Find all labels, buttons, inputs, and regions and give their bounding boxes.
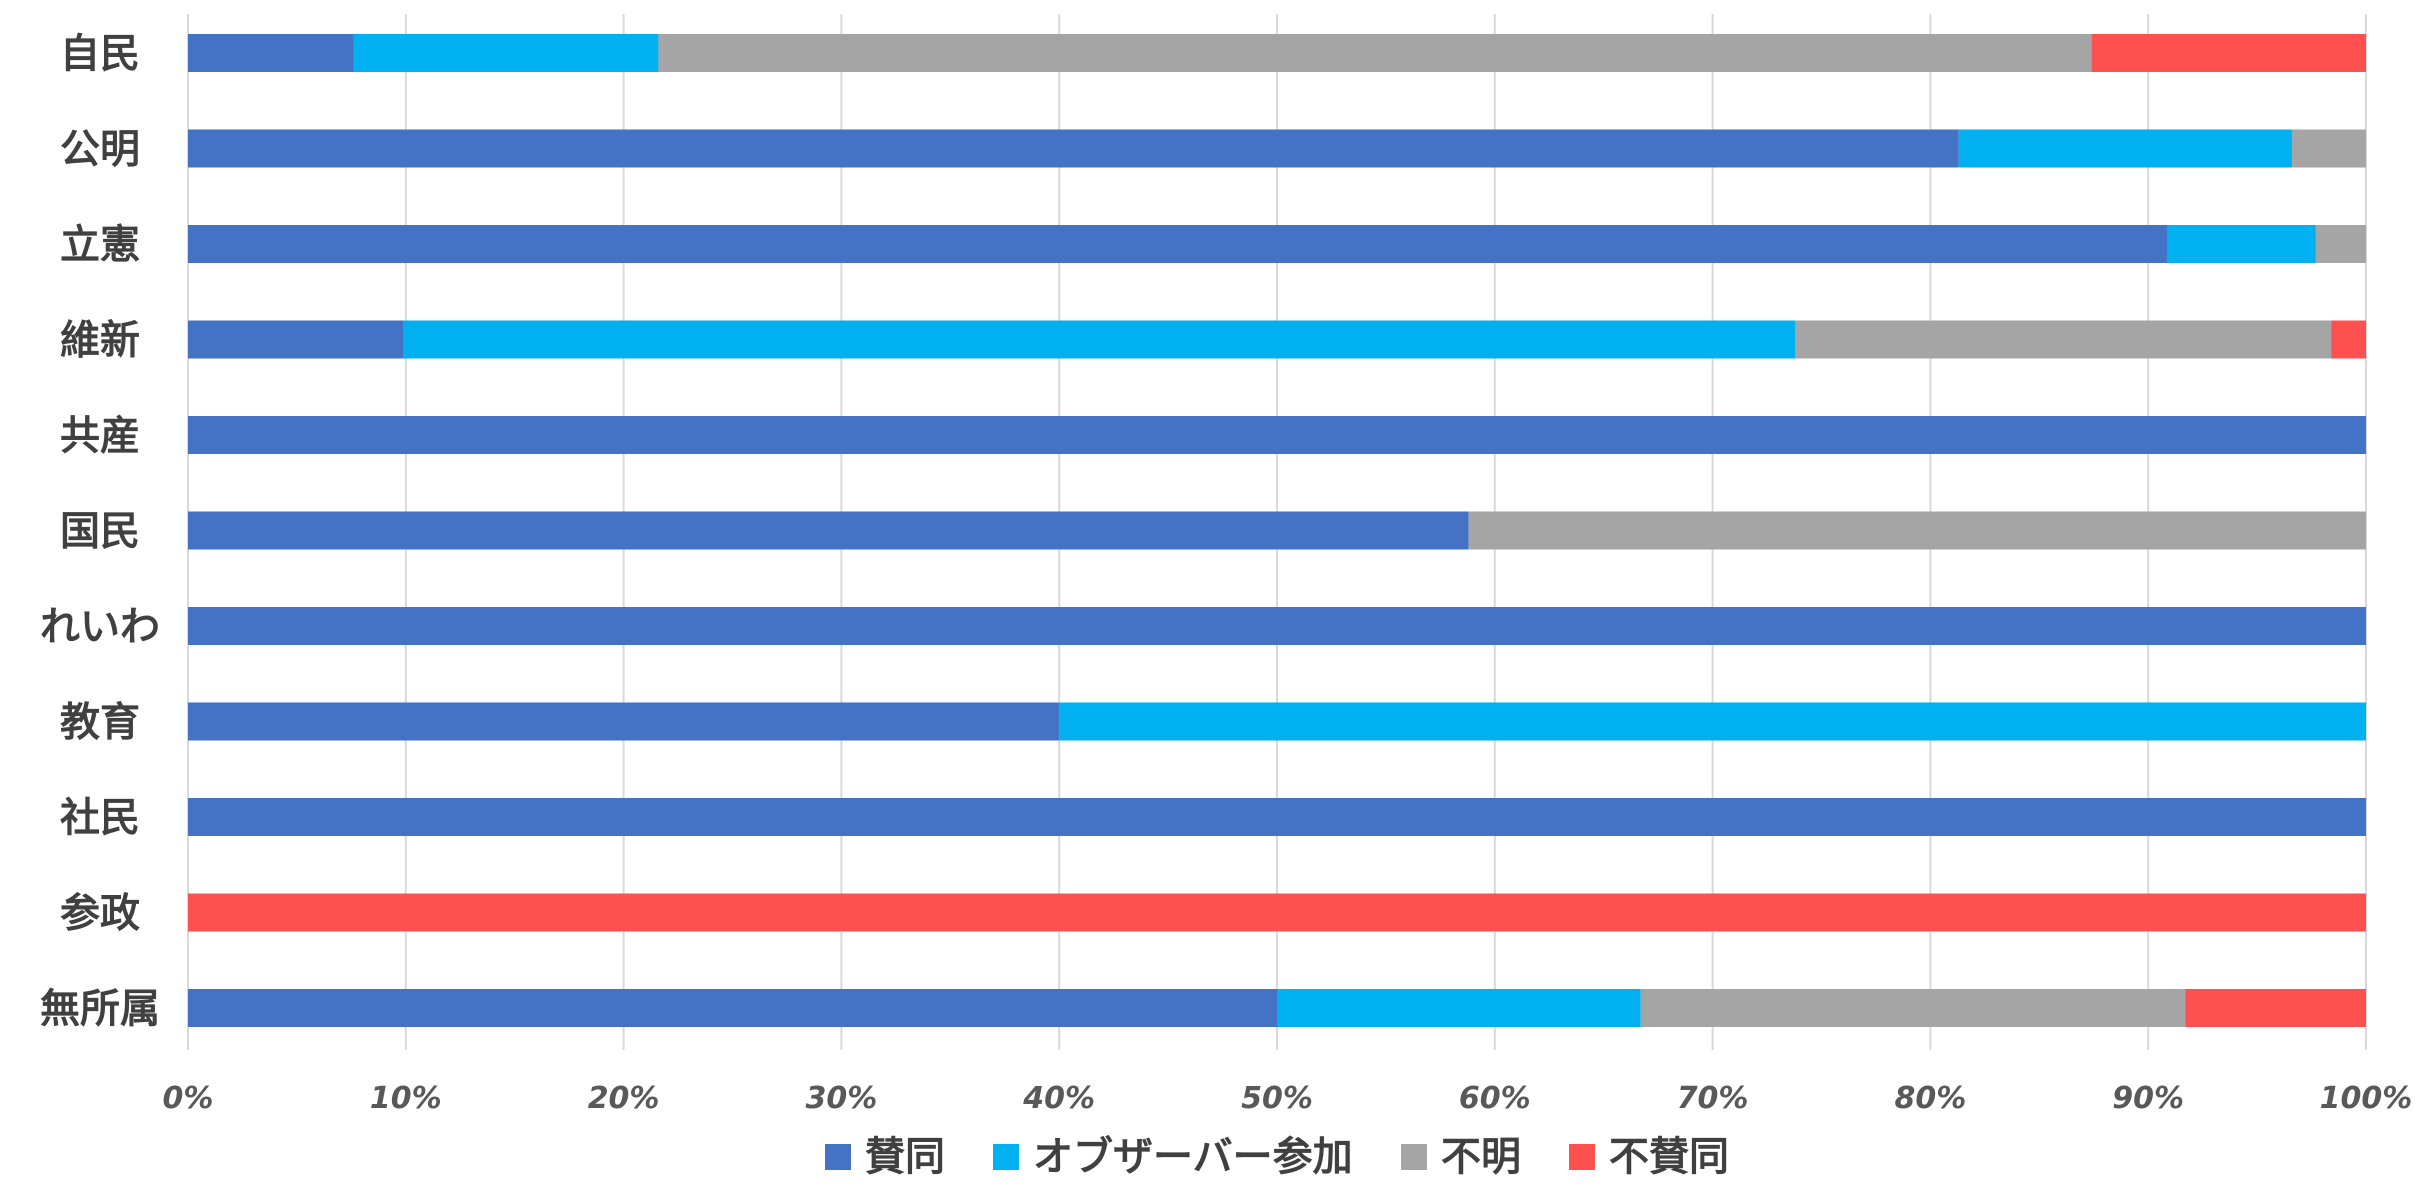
bar-segment: [188, 702, 1060, 741]
bar-segment: [188, 34, 354, 72]
tick-label: 0%: [163, 1081, 214, 1116]
bar-segment: [658, 34, 2092, 72]
legend-swatch: [1401, 1144, 1427, 1170]
bar-segment: [353, 34, 659, 72]
tick-label: 90%: [2112, 1081, 2184, 1116]
tick-label: 30%: [805, 1081, 877, 1116]
bar-segment: [2167, 225, 2316, 263]
bar-segment: [188, 225, 2168, 263]
bar-segment: [188, 320, 404, 359]
legend: 賛同 オブザーバー参加 不明 不賛同: [825, 1134, 1729, 1180]
legend-label: オブザーバー参加: [1033, 1134, 1353, 1180]
bar-segment: [2315, 225, 2366, 263]
tick-label: 60%: [1459, 1081, 1531, 1116]
tick-label: 50%: [1241, 1081, 1313, 1116]
tick-label: 70%: [1677, 1081, 1749, 1116]
category-label: 共産: [60, 413, 140, 459]
tick-label: 10%: [370, 1081, 442, 1116]
category-label: 立憲: [60, 222, 140, 268]
bar-segment: [188, 607, 2366, 645]
bar-layer: [188, 34, 2366, 1027]
bar-segment: [1795, 320, 2332, 359]
bar-segment: [188, 416, 2366, 454]
bar-segment: [2185, 989, 2366, 1027]
bar-segment: [188, 129, 1959, 168]
bar-segment: [2331, 320, 2366, 359]
bar-segment: [1468, 511, 2366, 550]
legend-label: 不賛同: [1609, 1134, 1729, 1180]
x-axis-ticks: 0% 10% 20% 30% 40% 50% 60% 70% 80% 90% 100%: [163, 1081, 2413, 1116]
legend-label: 不明: [1441, 1134, 1521, 1180]
category-label: 教育: [60, 700, 140, 746]
category-label: 社民: [60, 795, 140, 841]
tick-label: 20%: [588, 1081, 660, 1116]
bar-segment: [1059, 702, 2366, 741]
tick-label: 40%: [1022, 1081, 1095, 1116]
bar-segment: [1958, 129, 2292, 168]
bar-segment: [188, 511, 1469, 550]
bar-segment: [1277, 989, 1641, 1027]
bar-segment: [1640, 989, 2186, 1027]
category-label: 自民: [60, 31, 140, 77]
legend-swatch: [825, 1144, 851, 1170]
bar-segment: [403, 320, 1796, 359]
category-label: 維新: [60, 318, 140, 364]
bar-segment: [188, 893, 2366, 932]
bar-segment: [188, 989, 1277, 1027]
tick-label: 80%: [1894, 1081, 1966, 1116]
bar-segment: [2091, 34, 2366, 72]
legend-swatch: [1569, 1144, 1595, 1170]
category-label: 公明: [60, 127, 140, 173]
legend-swatch: [993, 1144, 1019, 1170]
bar-segment: [2291, 129, 2366, 168]
bar-segment: [188, 798, 2366, 836]
tick-label: 100%: [2320, 1081, 2413, 1116]
category-label: 無所属: [40, 986, 160, 1032]
legend-label: 賛同: [865, 1134, 945, 1180]
category-label: れいわ: [40, 604, 160, 650]
category-label: 国民: [60, 509, 140, 555]
category-label: 参政: [60, 891, 140, 937]
